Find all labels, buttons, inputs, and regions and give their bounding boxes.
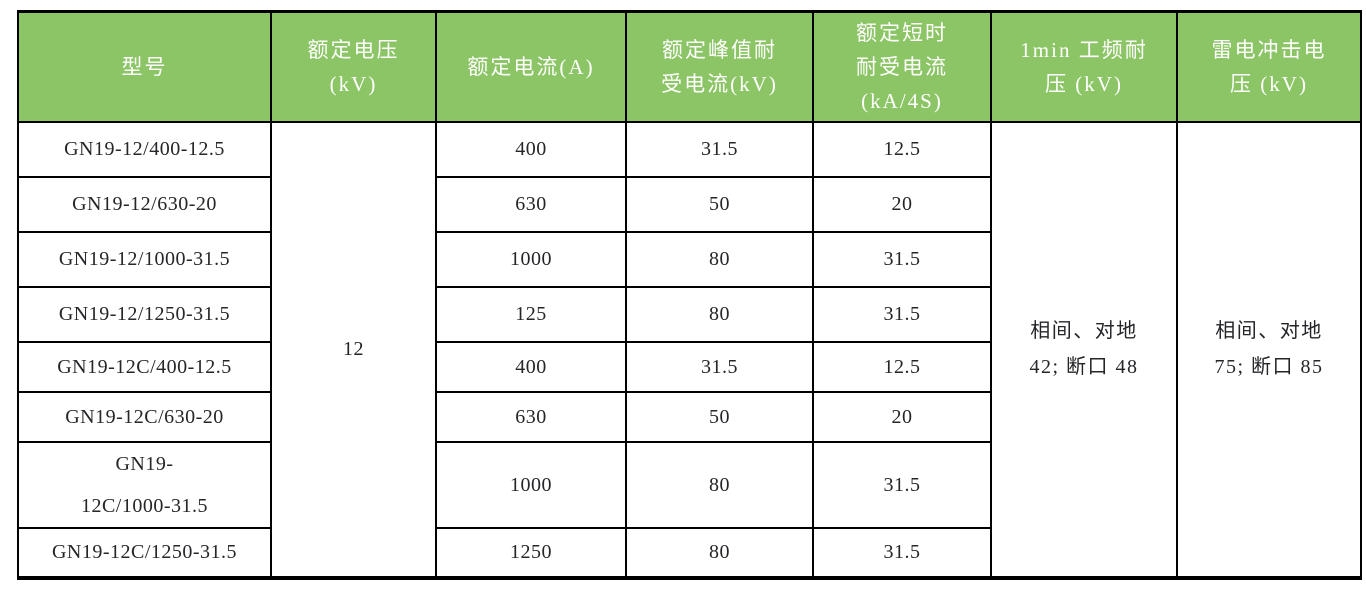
model-cell: GN19-12/1250-31.5: [17, 285, 272, 343]
model-cell: GN19-12C/400-12.5: [17, 340, 272, 393]
peak-current-cell: 31.5: [625, 340, 814, 393]
short-time-current-cell: 20: [812, 390, 992, 443]
short-time-current-cell: 20: [812, 175, 992, 233]
spec-table: 型号 额定电压 (kV) 额定电流(A) 额定峰值耐 受电流(kV) 额定短时 …: [17, 10, 1362, 580]
model-cell: GN19-12/1000-31.5: [17, 230, 272, 288]
table-row: GN19-12/1250-31.5 125 80 31.5: [17, 285, 1361, 343]
current-cell: 630: [435, 175, 627, 233]
header-rated-current: 额定电流(A): [435, 10, 627, 123]
short-time-current-cell: 12.5: [812, 340, 992, 393]
short-time-current-cell: 31.5: [812, 285, 992, 343]
header-model: 型号: [17, 10, 272, 123]
short-time-current-cell: 31.5: [812, 440, 992, 529]
header-rated-voltage: 额定电压 (kV): [270, 10, 437, 123]
table-row: GN19-12C/1250-31.5 1250 80 31.5: [17, 526, 1361, 579]
model-cell: GN19-12/400-12.5: [17, 120, 272, 178]
current-cell: 1000: [435, 440, 627, 529]
peak-current-cell: 50: [625, 175, 814, 233]
model-cell: GN19- 12C/1000-31.5: [17, 440, 272, 529]
rated-voltage-cell: 12: [270, 120, 437, 579]
power-frequency-withstand-cell: 相间、对地 42; 断口 48: [990, 120, 1178, 579]
header-peak-withstand-current: 额定峰值耐 受电流(kV): [625, 10, 814, 123]
short-time-current-cell: 12.5: [812, 120, 992, 178]
table-row: GN19-12/1000-31.5 1000 80 31.5: [17, 230, 1361, 288]
current-cell: 125: [435, 285, 627, 343]
model-cell: GN19-12/630-20: [17, 175, 272, 233]
header-power-frequency-withstand: 1min 工频耐 压 (kV): [990, 10, 1178, 123]
table-row: GN19-12C/400-12.5 400 31.5 12.5: [17, 340, 1361, 393]
table-row: GN19-12C/630-20 630 50 20: [17, 390, 1361, 443]
current-cell: 1000: [435, 230, 627, 288]
header-row: 型号 额定电压 (kV) 额定电流(A) 额定峰值耐 受电流(kV) 额定短时 …: [17, 10, 1362, 123]
peak-current-cell: 80: [625, 526, 814, 579]
header-short-time-withstand-current: 额定短时 耐受电流 (kA/4S): [812, 10, 992, 123]
current-cell: 400: [435, 340, 627, 393]
table-row: GN19-12/400-12.5 12 400 31.5 12.5 相间、对地 …: [17, 120, 1362, 579]
lightning-impulse-cell: 相间、对地 75; 断口 85: [1176, 120, 1362, 579]
peak-current-cell: 80: [625, 230, 814, 288]
model-cell: GN19-12C/630-20: [17, 390, 272, 443]
peak-current-cell: 80: [625, 285, 814, 343]
table-row: GN19- 12C/1000-31.5 1000 80 31.5: [17, 440, 1361, 529]
header-lightning-impulse: 雷电冲击电 压 (kV): [1176, 10, 1362, 123]
model-cell: GN19-12C/1250-31.5: [17, 526, 272, 579]
short-time-current-cell: 31.5: [812, 526, 992, 579]
peak-current-cell: 80: [625, 440, 814, 529]
short-time-current-cell: 31.5: [812, 230, 992, 288]
current-cell: 630: [435, 390, 627, 443]
table-row: GN19-12/630-20 630 50 20: [17, 175, 1361, 233]
current-cell: 400: [435, 120, 627, 178]
peak-current-cell: 50: [625, 390, 814, 443]
peak-current-cell: 31.5: [625, 120, 814, 178]
current-cell: 1250: [435, 526, 627, 579]
